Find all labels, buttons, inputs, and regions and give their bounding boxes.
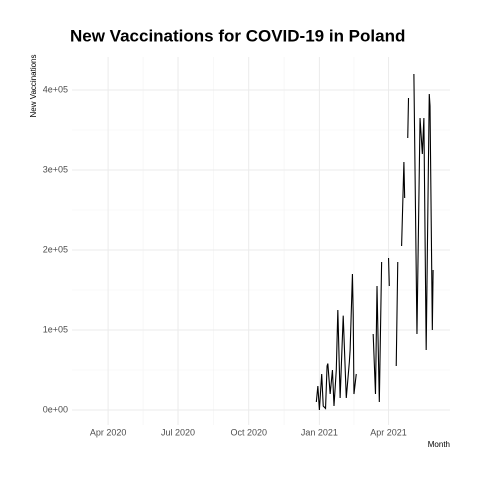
x-tick-label: Jan 2021 xyxy=(301,427,338,437)
y-tick-label: 2e+05 xyxy=(43,244,68,254)
chart-title: New Vaccinations for COVID-19 in Poland xyxy=(70,26,405,45)
x-tick-label: Jul 2020 xyxy=(161,427,195,437)
data-line xyxy=(315,73,434,411)
x-tick-label: Oct 2020 xyxy=(230,427,267,437)
y-tick-label: 1e+05 xyxy=(43,324,68,334)
x-axis-label: Month xyxy=(428,440,450,449)
x-tick-label: Apr 2021 xyxy=(370,427,407,437)
y-tick-label: 0e+00 xyxy=(43,404,68,414)
y-tick-label: 3e+05 xyxy=(43,164,68,174)
x-tick-label: Apr 2020 xyxy=(90,427,127,437)
y-tick-label: 4e+05 xyxy=(43,84,68,94)
y-axis-label: New Vaccinations xyxy=(29,55,38,118)
